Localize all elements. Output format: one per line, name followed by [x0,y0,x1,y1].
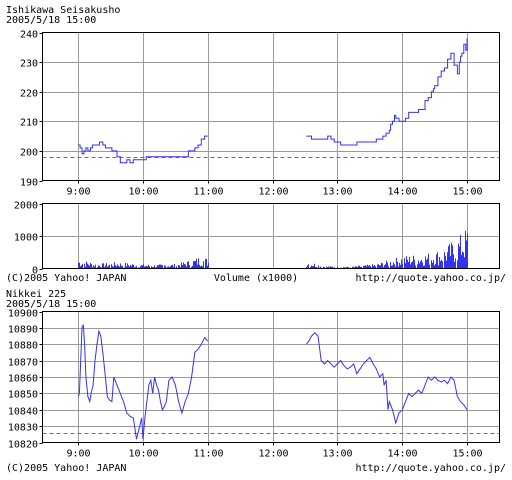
price-chart-title: Ishikawa Seisakusho [6,5,120,16]
price-x-tick-label: 9:00 [66,187,90,198]
nikkei-x-tick-label: 11:00 [193,449,223,460]
nikkei-series-line-1 [305,332,468,425]
price-x-tick-label: 12:00 [258,187,288,198]
nikkei-copyright: (C)2005 Yahoo! JAPAN [6,463,126,474]
volume-chart-title: Volume (x1000) [214,273,298,284]
volume-y-ticks: 2000 1000 0 [14,201,43,277]
price-x-tick-label: 10:00 [128,187,158,198]
nikkei-y-ticks: 10900 10890 10880 10870 10860 10850 10840 10830… [8,309,43,451]
nikkei-x-tick-label: 10:00 [128,449,158,460]
nikkei-y-tick-label: 10890 [8,325,38,336]
price-y-tick-label: 220 [20,89,38,100]
nikkei-chart-grid [42,311,500,443]
nikkei-chart-title: Nikkei 225 [6,289,66,300]
nikkei-source-link[interactable]: http://quote.yahoo.co.jp/ [355,463,506,474]
nikkei-series-line-0 [77,324,209,440]
price-chart-timestamp: 2005/5/18 15:00 [6,15,96,26]
nikkei-series [77,324,468,440]
price-x-tick-label: 11:00 [193,187,223,198]
price-y-tick-label: 210 [20,118,38,129]
price-y-ticks: 240 230 220 210 200 190 [20,30,43,189]
nikkei-y-tick-label: 10850 [8,390,38,401]
nikkei-chart-frame [42,311,500,443]
nikkei-y-tick-label: 10870 [8,358,38,369]
volume-y-tick-label: 2000 [14,201,38,212]
price-y-tick-label: 200 [20,148,38,159]
volume-y-tick-label: 1000 [14,233,38,244]
volume-y-tick-label: 0 [32,266,38,277]
nikkei-y-tick-label: 10860 [8,374,38,385]
price-chart-grid [42,32,500,181]
price-x-tick-label: 14:00 [387,187,417,198]
price-series [78,38,468,164]
nikkei-y-tick-label: 10840 [8,407,38,418]
nikkei-x-tick-label: 13:00 [322,449,352,460]
nikkei-chart-timestamp: 2005/5/18 15:00 [6,299,96,310]
nikkei-x-tick-label: 9:00 [66,449,90,460]
nikkei-x-ticks: 9:00 10:00 11:00 12:00 13:00 14:00 15:00 [66,442,483,460]
volume-chart-frame [42,203,500,269]
volume-chart-grid [42,203,500,269]
price-x-tick-label: 15:00 [452,187,482,198]
price-series-line-0 [78,135,208,164]
price-y-tick-label: 190 [20,178,38,189]
price-x-ticks: 9:00 10:00 11:00 12:00 13:00 14:00 15:00 [66,180,483,198]
nikkei-x-tick-label: 14:00 [387,449,417,460]
volume-copyright: (C)2005 Yahoo! JAPAN [6,273,126,284]
price-y-tick-label: 230 [20,59,38,70]
volume-source-link[interactable]: http://quote.yahoo.co.jp/ [355,273,506,284]
nikkei-x-tick-label: 12:00 [258,449,288,460]
nikkei-y-tick-label: 10880 [8,341,38,352]
nikkei-y-tick-label: 10820 [8,440,38,451]
price-chart-frame [42,32,500,181]
nikkei-x-tick-label: 15:00 [452,449,482,460]
nikkei-y-tick-label: 10900 [8,309,38,320]
nikkei-y-tick-label: 10830 [8,423,38,434]
price-series-line-1 [306,38,468,146]
price-y-tick-label: 240 [20,30,38,41]
price-x-tick-label: 13:00 [322,187,352,198]
